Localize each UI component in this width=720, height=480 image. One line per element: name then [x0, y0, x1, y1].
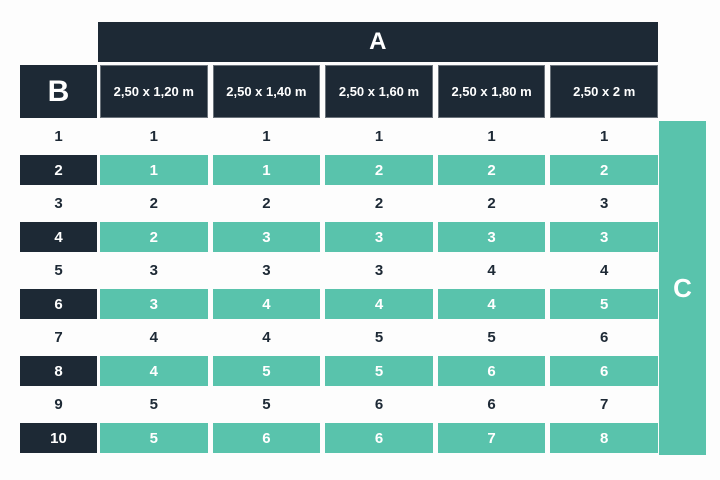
- table-cell-r1-c5: 1: [600, 128, 609, 146]
- table-row-1: 1 1 1 1 1 1: [20, 120, 658, 154]
- row-label-7: 7: [54, 329, 63, 347]
- table-cell-r9-c4: 6: [487, 396, 496, 414]
- table-cell-r7-c5: 6: [600, 329, 609, 347]
- table-cell-r2-c2: 1: [212, 155, 321, 186]
- row-label-8: 8: [20, 356, 97, 387]
- column-header-5: 2,50 x 2 m: [550, 65, 658, 118]
- table-cell-r4-c2: 3: [212, 222, 321, 253]
- row-values: 3 3 3 4 4: [100, 256, 658, 286]
- table-cell-r7-c1: 4: [149, 329, 158, 347]
- table-cell-r9-c2: 5: [262, 396, 271, 414]
- table-cell-r3-c5: 3: [600, 195, 609, 213]
- table-cell-r2-c4: 2: [437, 155, 546, 186]
- table-cell-r8-c3: 5: [325, 356, 433, 387]
- table-cell-r6-c5: 5: [550, 289, 658, 320]
- column-header-1: 2,50 x 1,20 m: [100, 65, 208, 118]
- row-values: 1 1 1 1 1: [100, 122, 658, 152]
- table-cell-r2-c5: 2: [550, 155, 658, 186]
- row-label-1: 1: [54, 128, 63, 146]
- table-cell-r6-c1: 3: [100, 289, 208, 320]
- row-group-header-b: B: [20, 65, 97, 118]
- table-cell-r9-c3: 6: [374, 396, 384, 414]
- table-cell-r3-c3: 2: [374, 195, 384, 213]
- table-cell-r5-c1: 3: [149, 262, 158, 280]
- row-values: 2 2 2 2 3: [100, 189, 658, 219]
- table-cell-r7-c4: 5: [487, 329, 496, 347]
- table-cell-r8-c5: 6: [550, 356, 658, 387]
- column-header-2: 2,50 x 1,40 m: [212, 65, 321, 118]
- row-values: 5 5 6 6 7: [100, 390, 658, 420]
- table-cell-r10-c2: 6: [212, 423, 321, 454]
- table-cell-r4-c4: 3: [437, 222, 546, 253]
- row-label-9: 9: [54, 396, 63, 414]
- row-label-2: 2: [20, 155, 97, 186]
- table-cell-r8-c4: 6: [437, 356, 546, 387]
- table-cell-r6-c4: 4: [437, 289, 546, 320]
- table-cell-r7-c2: 4: [262, 329, 271, 347]
- row-values: 4 4 5 5 6: [100, 323, 658, 353]
- table-cell-r1-c3: 1: [374, 128, 384, 146]
- table-cell-r10-c5: 8: [550, 423, 658, 454]
- table-cell-r3-c1: 2: [149, 195, 158, 213]
- row-label-10: 10: [20, 423, 97, 454]
- c-label: C: [673, 272, 692, 303]
- table-cell-r5-c5: 4: [600, 262, 609, 280]
- table-row-9: 9 5 5 6 6 7: [20, 388, 658, 422]
- table-cell-r8-c1: 4: [100, 356, 208, 387]
- table-row-10: 10 5 6 6 7 8: [20, 422, 658, 456]
- table-cell-r9-c5: 7: [600, 396, 609, 414]
- value-group-header-c: C: [659, 121, 706, 455]
- row-label-3: 3: [54, 195, 63, 213]
- column-group-header-a: A: [98, 22, 658, 62]
- table-cell-r5-c4: 4: [487, 262, 496, 280]
- column-header-4: 2,50 x 1,80 m: [437, 65, 546, 118]
- table-cell-r10-c1: 5: [100, 423, 208, 454]
- table-cell-r7-c3: 5: [374, 329, 384, 347]
- table-cell-r1-c4: 1: [487, 128, 496, 146]
- table-cell-r4-c1: 2: [100, 222, 208, 253]
- table-cell-r1-c2: 1: [262, 128, 271, 146]
- table-cell-r6-c2: 4: [212, 289, 321, 320]
- table-cell-r3-c4: 2: [487, 195, 496, 213]
- column-header-3: 2,50 x 1,60 m: [325, 65, 433, 118]
- table-cell-r2-c3: 2: [325, 155, 433, 186]
- table-cell-r4-c5: 3: [550, 222, 658, 253]
- row-label-5: 5: [54, 262, 63, 280]
- table-row-3: 3 2 2 2 2 3: [20, 187, 658, 221]
- table-row-7: 7 4 4 5 5 6: [20, 321, 658, 355]
- table-row-5: 5 3 3 3 4 4: [20, 254, 658, 288]
- row-label-6: 6: [20, 289, 97, 320]
- table-cell-r10-c4: 7: [437, 423, 546, 454]
- table-cell-r5-c3: 3: [374, 262, 384, 280]
- table-cell-r1-c1: 1: [149, 128, 158, 146]
- table-cell-r6-c3: 4: [325, 289, 433, 320]
- table-cell-r2-c1: 1: [100, 155, 208, 186]
- table-cell-r8-c2: 5: [212, 356, 321, 387]
- table-cell-r5-c2: 3: [262, 262, 271, 280]
- row-label-4: 4: [20, 222, 97, 253]
- table-cell-r3-c2: 2: [262, 195, 271, 213]
- table-cell-r9-c1: 5: [149, 396, 158, 414]
- table-cell-r4-c3: 3: [325, 222, 433, 253]
- table-cell-r10-c3: 6: [325, 423, 433, 454]
